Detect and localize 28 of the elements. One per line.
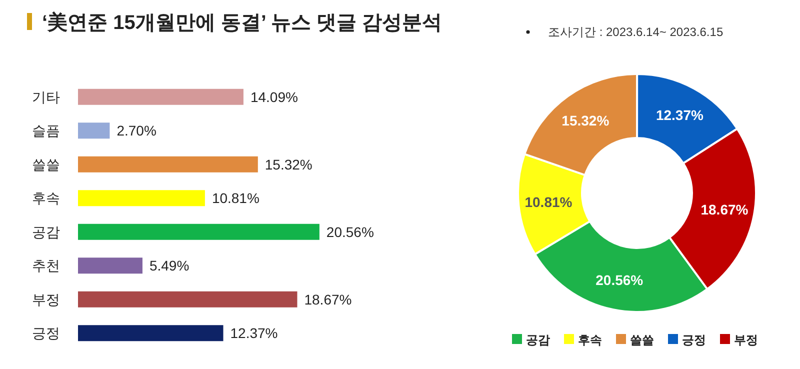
data-label: 10.81% <box>524 194 573 210</box>
data-label: 18.67% <box>700 201 749 218</box>
y-tick-label: 쓸쓸 <box>32 156 60 172</box>
legend-label: 부정 <box>734 333 758 347</box>
legend-label: 후속 <box>578 333 602 347</box>
y-tick-label: 추천 <box>32 258 60 274</box>
data-label: 10.81% <box>212 190 260 206</box>
data-label: 18.67% <box>304 291 352 308</box>
data-label: 15.32% <box>562 112 610 128</box>
y-tick-label: 슬픔 <box>32 122 60 139</box>
data-label: 20.56% <box>326 224 374 240</box>
data-label: 15.32% <box>264 156 312 172</box>
data-label: 20.56% <box>596 272 644 288</box>
legend-label: 긍정 <box>682 333 706 347</box>
legend-label: 공감 <box>526 333 550 347</box>
data-label: 14.09% <box>250 88 298 105</box>
data-label: 2.70% <box>116 122 156 139</box>
y-tick-label: 긍정 <box>32 325 60 342</box>
y-tick-label: 공감 <box>32 224 60 240</box>
chart-title: ‘美연준 15개월만에 동결’ 뉴스 댓글 감성분석 <box>42 11 442 34</box>
text: 조사기간 : 2023.6.14~ 2023.6.15 <box>548 25 724 39</box>
y-tick-label: 기타 <box>32 88 60 105</box>
data-label: 12.37% <box>656 106 704 123</box>
data-label: 5.49% <box>149 258 190 274</box>
y-tick-label: 후속 <box>32 190 60 206</box>
data-label: 12.37% <box>230 325 278 342</box>
legend-label: 쓸쓸 <box>630 333 654 347</box>
y-tick-label: 부정 <box>32 291 60 308</box>
